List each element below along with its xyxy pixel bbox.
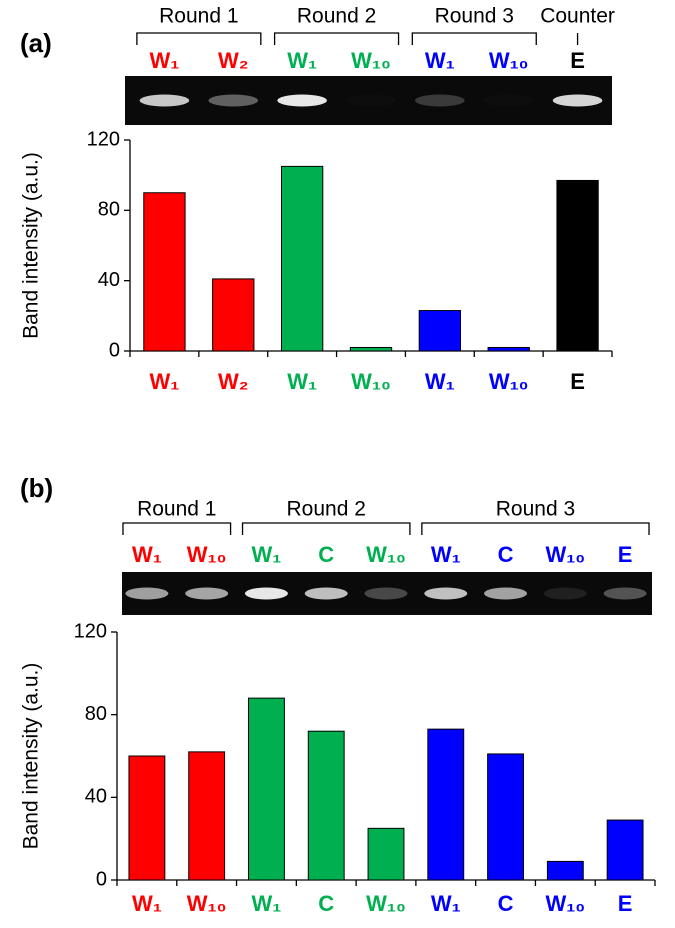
lane-label: W₁₀	[351, 48, 391, 73]
y-tick-label: 120	[87, 128, 120, 150]
gel-band	[125, 587, 169, 600]
x-tick-label: E	[570, 369, 585, 394]
y-axis-label: Band intensity (a.u.)	[20, 663, 43, 850]
group-label: Round 3	[435, 5, 514, 28]
group-label: Round 1	[137, 498, 216, 521]
bar	[487, 753, 524, 881]
bar	[280, 165, 324, 352]
bar	[427, 728, 465, 881]
group-label: Round 2	[297, 5, 376, 28]
lane-label: W₁	[431, 542, 461, 567]
group-label: Round 1	[159, 5, 238, 28]
lane-label: C	[498, 542, 514, 567]
x-tick-label: W₁	[425, 369, 455, 394]
lane-label: E	[570, 48, 585, 73]
lane-label: W₁	[132, 542, 162, 567]
group-bracket	[241, 522, 411, 535]
y-tick-label: 120	[74, 620, 107, 642]
y-tick-label: 40	[98, 269, 120, 291]
gel-band	[208, 94, 259, 107]
y-tick-label: 80	[85, 703, 107, 725]
lane-label: W₁	[287, 48, 317, 73]
bar	[128, 755, 166, 881]
gel-band	[543, 587, 587, 600]
gel-band	[484, 95, 534, 107]
gel-band	[304, 587, 348, 600]
lane-label: W₁₀	[366, 542, 406, 567]
gel-band	[424, 587, 468, 600]
gel-band	[484, 587, 528, 600]
y-axis-label: Band intensity (a.u.)	[20, 152, 43, 339]
gel-band	[603, 587, 647, 600]
x-tick-label: W₁	[149, 369, 179, 394]
y-tick-label: 40	[85, 786, 107, 808]
group-label: Round 3	[496, 498, 575, 521]
x-tick-label: W₁₀	[489, 369, 529, 394]
lane-label: W₁	[425, 48, 455, 73]
gel-band	[346, 95, 396, 107]
bar	[418, 310, 462, 352]
x-tick-label: W₁₀	[545, 891, 585, 916]
bar	[487, 346, 530, 352]
bar	[307, 730, 345, 881]
lane-label: W₁₀	[545, 542, 585, 567]
x-tick-label: W₁	[132, 891, 162, 916]
group-bracket	[421, 522, 650, 535]
gel-band	[244, 587, 288, 600]
group-bracket	[273, 32, 400, 45]
bar	[212, 278, 255, 352]
x-tick-label: C	[318, 891, 334, 916]
bar	[546, 860, 584, 881]
y-tick-label: 80	[98, 199, 120, 221]
lane-label: W₁	[149, 48, 179, 73]
gel-band	[277, 94, 327, 107]
group-bracket	[136, 32, 262, 45]
gel-image	[125, 76, 612, 125]
x-tick-label: W₁₀	[366, 891, 406, 916]
x-tick-label: W₁₀	[187, 891, 227, 916]
lane-label: W₂	[218, 48, 249, 73]
bar	[349, 346, 393, 352]
bar	[143, 192, 186, 352]
bar	[367, 827, 405, 881]
x-tick-label: E	[618, 891, 633, 916]
panel-label: (a)	[20, 28, 52, 58]
y-tick-label: 0	[109, 339, 120, 361]
lane-label: C	[318, 542, 334, 567]
bar	[556, 179, 599, 352]
y-tick-label: 0	[96, 868, 107, 890]
x-tick-label: W₁	[431, 891, 461, 916]
gel-band	[415, 94, 465, 107]
lane-label: E	[618, 542, 633, 567]
bar	[606, 819, 644, 881]
group-bracket	[411, 32, 537, 45]
lane-label: W₁₀	[187, 542, 227, 567]
group-label: Round 2	[287, 498, 366, 521]
x-tick-label: C	[498, 891, 514, 916]
panel-label: (b)	[20, 473, 53, 503]
x-tick-label: W₁₀	[351, 369, 391, 394]
bar	[248, 697, 285, 881]
x-tick-label: W₂	[218, 369, 249, 394]
bar	[188, 751, 226, 881]
gel-band	[552, 94, 603, 107]
group-label: Counter	[540, 5, 615, 28]
lane-label: W₁₀	[489, 48, 529, 73]
lane-label: W₁	[252, 542, 282, 567]
gel-band	[139, 94, 190, 107]
gel-band	[185, 587, 229, 600]
x-tick-label: W₁	[287, 369, 317, 394]
gel-band	[364, 587, 408, 600]
x-tick-label: W₁	[252, 891, 282, 916]
group-bracket	[122, 522, 232, 535]
